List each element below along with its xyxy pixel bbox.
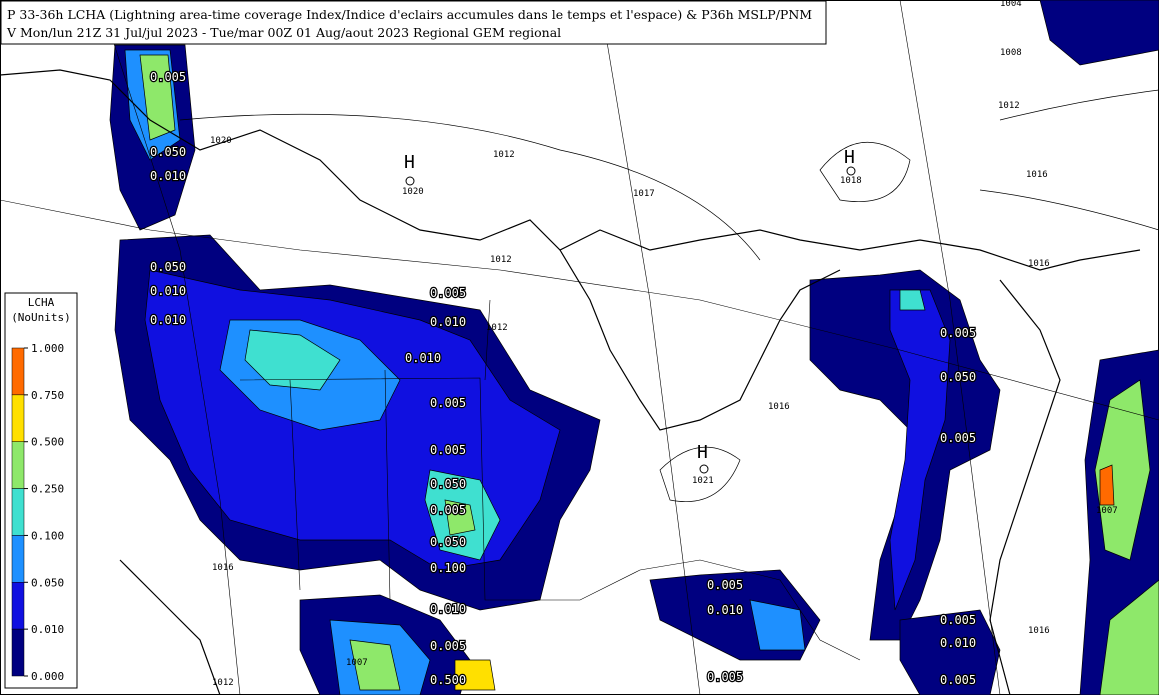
isobar-label: 1016	[1028, 259, 1050, 269]
isobar-label: 1016	[1028, 626, 1050, 636]
header-box	[0, 0, 827, 45]
legend-swatch	[11, 488, 25, 536]
legend-units: (NoUnits)	[11, 311, 71, 324]
high-symbol: H	[697, 442, 708, 463]
isobar-label: 1008	[1000, 48, 1022, 58]
legend-label: 0.010	[31, 623, 64, 636]
header-line: P 33-36h LCHA (Lightning area-time cover…	[7, 7, 812, 22]
lcha-label: 0.050	[150, 260, 186, 274]
legend-label: 0.750	[31, 389, 64, 402]
high-marker	[846, 166, 856, 176]
legend: LCHA (NoUnits) 1.000 0.750 0.500 0.250 0.100…	[4, 292, 78, 689]
legend-label: 0.050	[31, 576, 64, 589]
lcha-label: 0.005	[940, 431, 976, 445]
isobars	[179, 89, 1159, 502]
isobar-label: 1012	[493, 150, 515, 160]
lcha-label: 0.100	[430, 561, 466, 575]
isobar-label: 1012	[486, 323, 508, 333]
isobar-label: 1007	[346, 658, 368, 668]
isobar-labels: 1020 1012 1017 1012 1012 1008 1004 1012 …	[210, 0, 1118, 688]
lcha-label: 0.005	[940, 326, 976, 340]
legend-label: 0.500	[31, 436, 64, 449]
isobar-label: 1012	[998, 101, 1020, 111]
lcha-label: 0.010	[150, 169, 186, 183]
legend-label: 1.000	[31, 342, 64, 355]
high-centers: H 1020 H 1018 H 1021	[402, 147, 862, 486]
header-line: V Mon/lun 21Z 31 Jul/jul 2023 - Tue/mar …	[6, 25, 561, 40]
lcha-label: 0.050	[940, 370, 976, 384]
legend-swatch	[11, 582, 25, 630]
high-symbol: H	[844, 147, 855, 168]
lcha-label: 0.005	[940, 673, 976, 687]
high-pressure: 1021	[692, 476, 714, 486]
lcha-label: 0.005	[940, 613, 976, 627]
lcha-label: 0.050	[430, 535, 466, 549]
legend-label: 0.250	[31, 483, 64, 496]
isobar-label: 1004	[1000, 0, 1022, 9]
legend-label: 0.100	[31, 529, 64, 542]
lcha-label: 0.050	[150, 145, 186, 159]
lcha-label: 0.005	[430, 503, 466, 517]
legend-swatch	[11, 535, 25, 583]
legend-swatch	[11, 347, 25, 396]
lcha-label: 0.005	[430, 639, 466, 653]
isobar-label: 1016	[1026, 170, 1048, 180]
lcha-label: 0.010	[150, 313, 186, 327]
legend-swatch	[11, 394, 25, 442]
lcha-label: 0.050	[430, 477, 466, 491]
lcha-label: 0.010	[430, 315, 466, 329]
high-pressure: 1018	[840, 176, 862, 186]
high-pressure: 1020	[402, 187, 424, 197]
legend-title: LCHA	[28, 296, 55, 309]
legend-swatch	[11, 441, 25, 489]
lcha-label: 0.500	[430, 673, 466, 687]
legend-swatch	[11, 628, 25, 677]
isobar-label: 1016	[212, 563, 234, 573]
isobar-label: 1020	[210, 136, 232, 146]
lcha-label: 0.010	[940, 636, 976, 650]
lcha-label: 0.005	[707, 578, 743, 592]
lcha-label: 0.005	[430, 396, 466, 410]
isobar-label: 1012	[490, 255, 512, 265]
lcha-label: 0.010	[405, 351, 441, 365]
lcha-label: 0.005	[707, 670, 743, 684]
high-marker	[699, 464, 709, 474]
isobar-label: 1016	[768, 402, 790, 412]
lcha-label: 0.010	[430, 602, 466, 616]
lightning-field	[109, 0, 1159, 695]
lcha-label: 0.005	[430, 443, 466, 457]
lcha-label: 0.010	[150, 284, 186, 298]
lcha-label: 0.005	[150, 70, 186, 84]
lcha-label: 0.010	[707, 603, 743, 617]
isobar-label: 1007	[1096, 506, 1118, 516]
isobar-label: 1017	[633, 189, 655, 199]
high-symbol: H	[404, 152, 415, 173]
isobar-label: 1012	[212, 678, 234, 688]
legend-label: 0.000	[31, 670, 64, 683]
high-marker	[405, 176, 415, 186]
lcha-label: 0.005	[430, 286, 466, 300]
lightning-labels: 0.005 0.050 0.010 0.050 0.010 0.010 0.00…	[149, 69, 978, 689]
